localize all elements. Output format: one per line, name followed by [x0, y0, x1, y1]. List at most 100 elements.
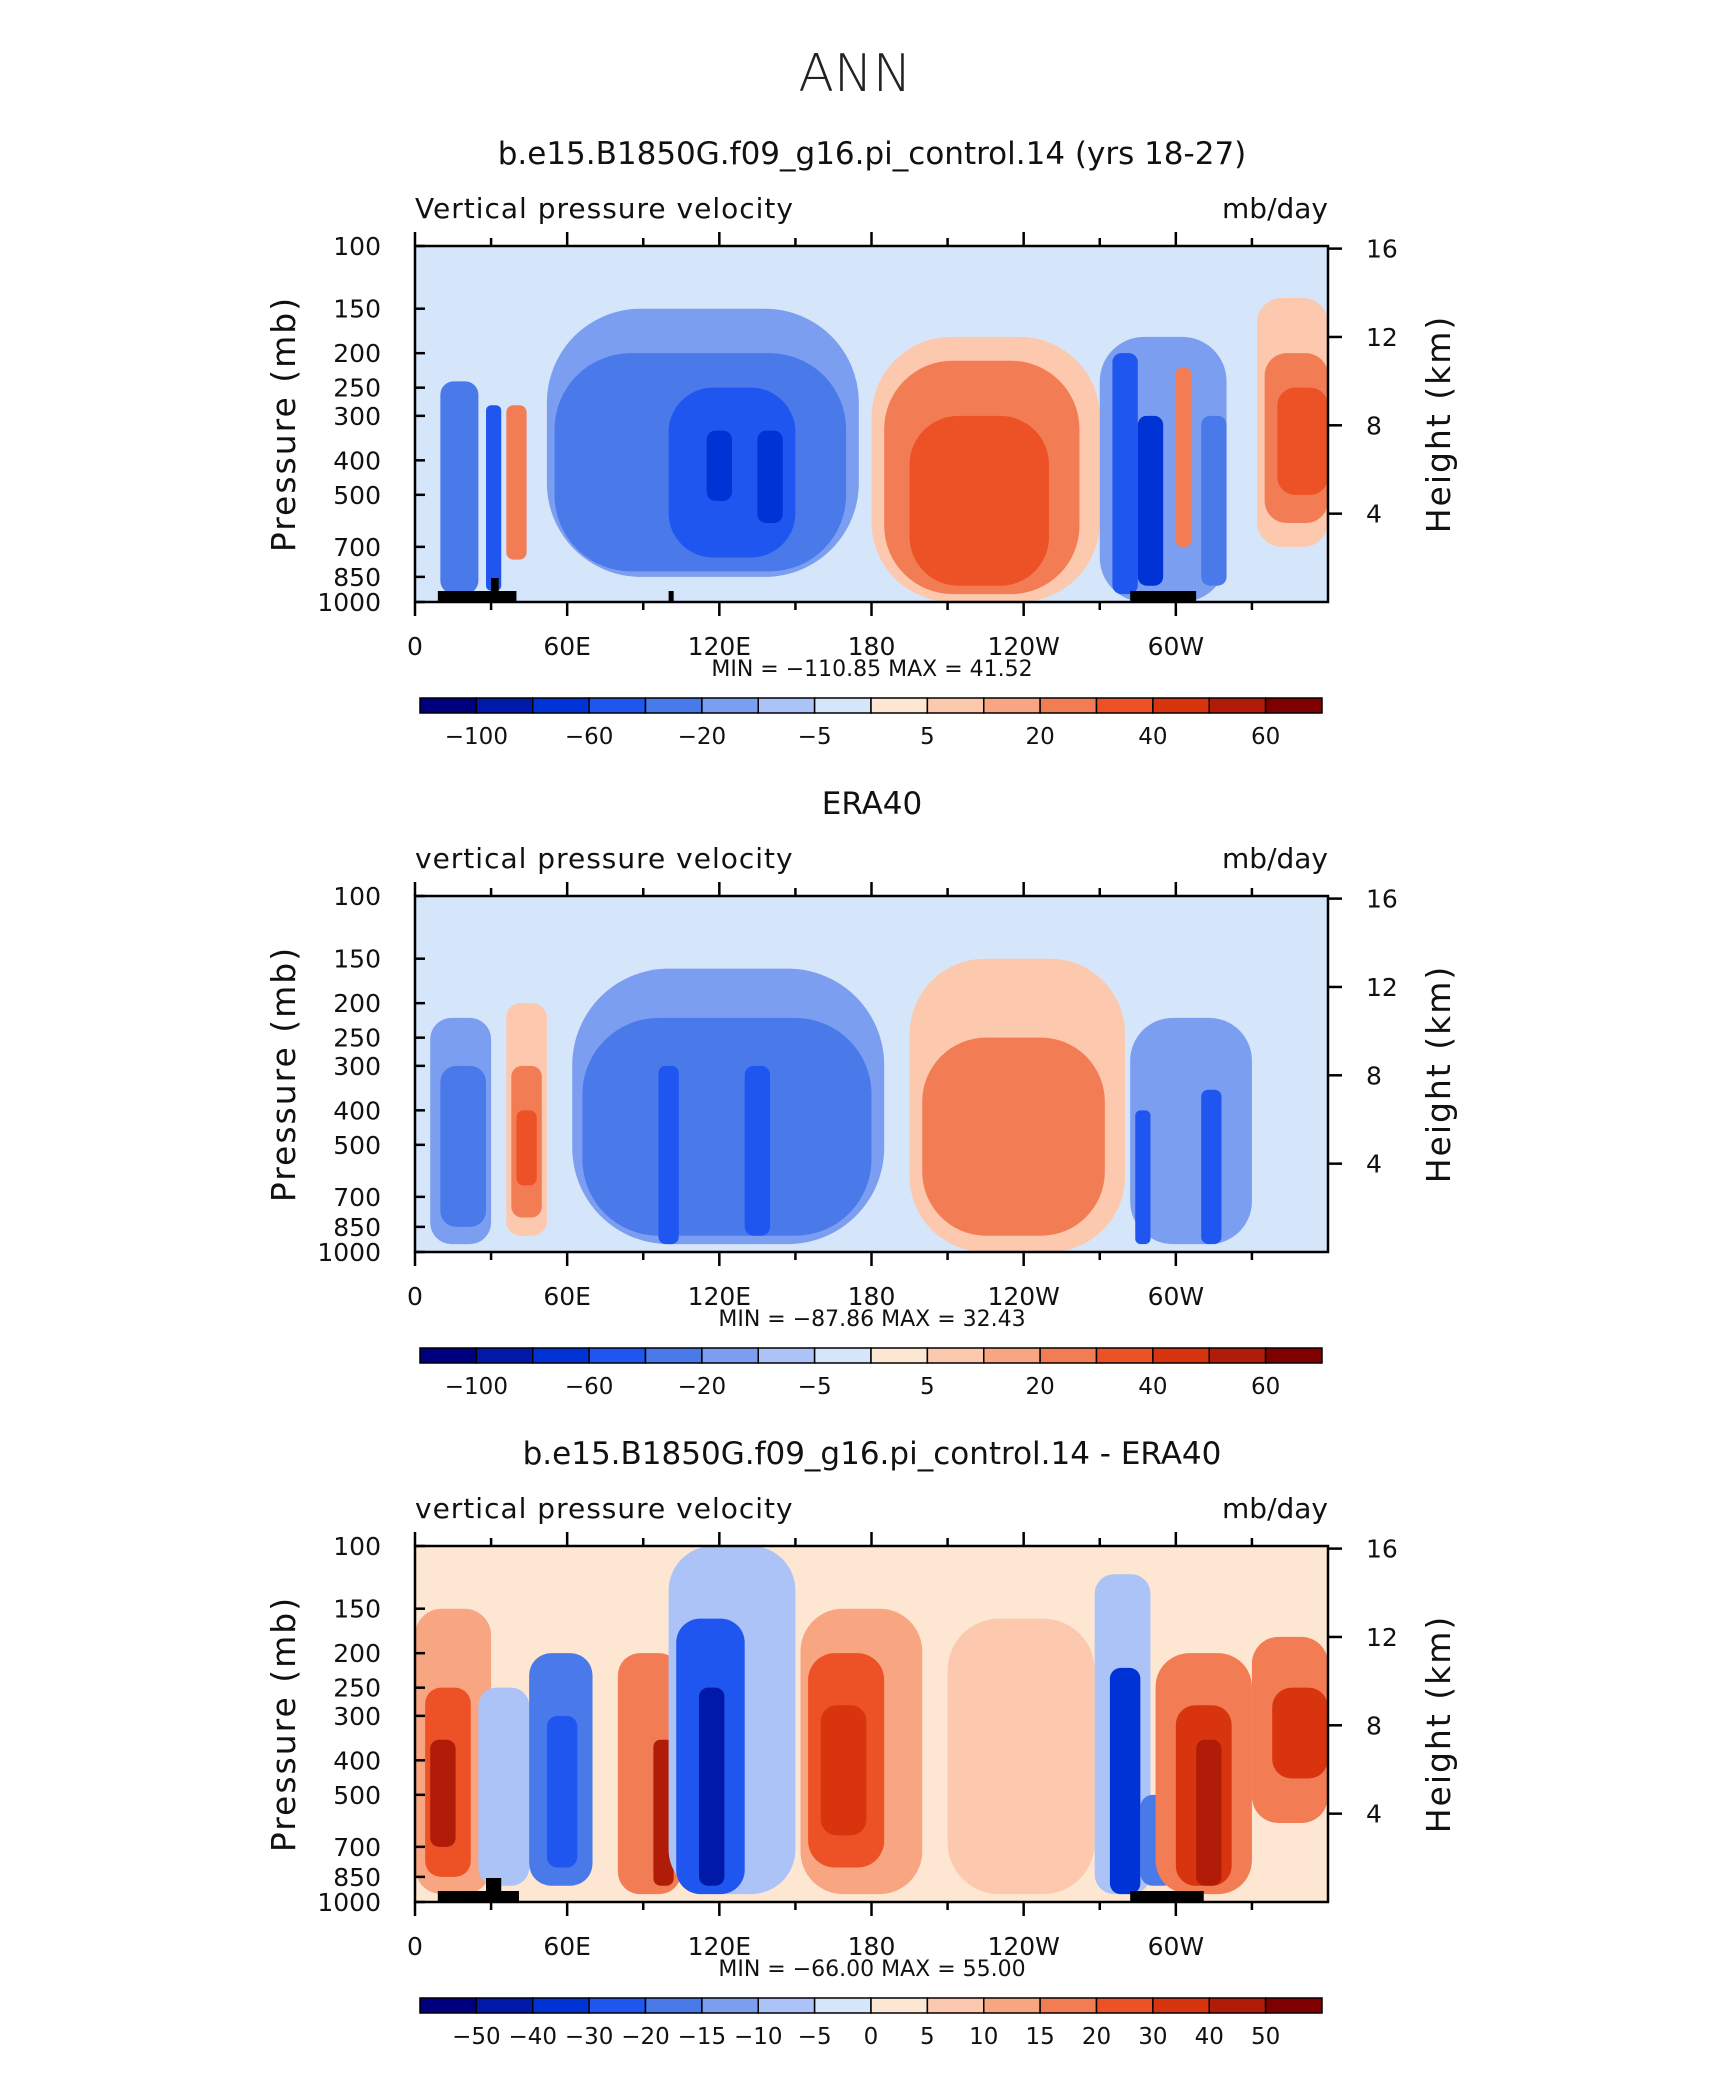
contour-field — [415, 1546, 1328, 1902]
colorbar-swatch — [532, 1347, 590, 1364]
y-tick-label: 700 — [333, 1183, 381, 1212]
colorbar-label: 10 — [969, 2024, 998, 2050]
colorbar-swatch — [757, 697, 816, 714]
y2-tick-label: 8 — [1366, 1061, 1382, 1090]
colorbar-swatch — [588, 697, 647, 714]
y-tick-label: 1000 — [317, 1238, 381, 1267]
colorbar-label: 40 — [1138, 1374, 1167, 1400]
y-tick-label: 150 — [333, 945, 381, 974]
contour-cell — [1112, 353, 1138, 595]
panel-title: b.e15.B1850G.f09_g16.pi_control.14 - ERA… — [523, 1440, 1222, 1472]
colorbar-swatch — [1152, 1347, 1210, 1364]
colorbar-swatch — [475, 1347, 534, 1364]
y-axis-label: Pressure (mb) — [264, 1596, 303, 1852]
colorbar-label: −20 — [678, 1374, 727, 1400]
colorbar-swatch — [1208, 697, 1267, 714]
y2-tick-label: 4 — [1366, 1800, 1382, 1829]
y-tick-label: 250 — [333, 374, 381, 403]
contour-cell — [1272, 1687, 1328, 1779]
y-tick-label: 200 — [333, 989, 381, 1018]
colorbar-label: −15 — [678, 2024, 727, 2050]
colorbar-swatch — [813, 1997, 872, 2014]
y-tick-label: 400 — [333, 446, 381, 475]
chart-svg: ERA40 vertical pressure velocity mb/day 100… — [264, 790, 1458, 1400]
colorbar-label: 0 — [864, 2024, 879, 2050]
x-tick-label: 60W — [1148, 1282, 1205, 1311]
variable-label: vertical pressure velocity — [415, 842, 794, 875]
land-mask — [437, 1891, 519, 1902]
y-tick-label: 700 — [333, 1833, 381, 1862]
colorbar-swatch — [1039, 1997, 1098, 2014]
x-tick-label: 120W — [987, 632, 1059, 661]
colorbar-swatch — [1152, 1997, 1210, 2014]
colorbar-label: −20 — [678, 724, 727, 750]
colorbar-swatch — [757, 1347, 816, 1364]
y-tick-label: 150 — [333, 295, 381, 324]
min-max-stats: MIN = −87.86 MAX = 32.43 — [718, 1307, 1025, 1332]
contour-cell — [516, 1110, 537, 1186]
y2-tick-label: 12 — [1366, 323, 1398, 352]
colorbar-swatch — [870, 1997, 929, 2014]
colorbar-label: 20 — [1082, 2024, 1111, 2050]
colorbar-label: −5 — [798, 2024, 832, 2050]
y-tick-label: 850 — [333, 563, 381, 592]
contour-cell — [1277, 387, 1328, 495]
colorbar-swatch — [926, 1997, 985, 2014]
colorbar-swatch — [701, 1997, 759, 2014]
chart-svg: b.e15.B1850G.f09_g16.pi_control.14 (yrs … — [264, 140, 1458, 750]
units-label: mb/day — [1222, 192, 1328, 225]
units-label: mb/day — [1222, 1492, 1328, 1525]
y2-tick-label: 4 — [1366, 1150, 1382, 1179]
contour-cell — [820, 1705, 867, 1836]
x-tick-label: 60W — [1148, 632, 1205, 661]
contour-cell — [1109, 1667, 1141, 1895]
y-tick-label: 400 — [333, 1096, 381, 1125]
reference-panel: ERA40 vertical pressure velocity mb/day 100… — [0, 790, 1710, 1440]
x-tick-label: 180 — [848, 1932, 896, 1961]
colorbar-swatch — [701, 1347, 759, 1364]
land-mask — [486, 1878, 502, 1902]
contour-cell — [706, 430, 733, 501]
colorbar-swatch — [532, 697, 590, 714]
colorbar-swatch — [757, 1997, 816, 2014]
x-tick-label: 60E — [543, 1282, 591, 1311]
x-tick-label: 120W — [987, 1932, 1059, 1961]
colorbar-swatch — [983, 1347, 1041, 1364]
y-tick-label: 200 — [333, 1639, 381, 1668]
contour-cell — [699, 1687, 725, 1886]
difference-panel: b.e15.B1850G.f09_g16.pi_control.14 - ERA… — [0, 1440, 1710, 2090]
y2-tick-label: 4 — [1366, 500, 1382, 529]
y2-axis-label: Height (km) — [1419, 1615, 1458, 1834]
y2-tick-label: 16 — [1366, 235, 1398, 264]
y-tick-label: 700 — [333, 533, 381, 562]
colorbar-label: 5 — [920, 1374, 935, 1400]
y-tick-label: 500 — [333, 1131, 381, 1160]
colorbar-label: −100 — [445, 1374, 508, 1400]
colorbar-label: 30 — [1138, 2024, 1167, 2050]
contour-cell — [1196, 1739, 1222, 1886]
y-tick-label: 1000 — [317, 588, 381, 617]
colorbar-label: −50 — [452, 2024, 501, 2050]
y-tick-label: 150 — [333, 1595, 381, 1624]
variable-label: Vertical pressure velocity — [415, 192, 794, 225]
y-tick-label: 250 — [333, 1024, 381, 1053]
contour-cell — [486, 405, 502, 591]
x-tick-label: 120E — [688, 632, 752, 661]
colorbar-swatch — [475, 1997, 534, 2014]
panel-title: b.e15.B1850G.f09_g16.pi_control.14 (yrs … — [498, 140, 1247, 172]
colorbar-swatch — [1152, 697, 1210, 714]
model-panel: b.e15.B1850G.f09_g16.pi_control.14 (yrs … — [0, 140, 1710, 790]
colorbar-swatch — [1039, 697, 1098, 714]
colorbar-swatch — [644, 697, 703, 714]
colorbar-label: 20 — [1025, 724, 1054, 750]
y-tick-label: 250 — [333, 1674, 381, 1703]
y-tick-label: 300 — [333, 1702, 381, 1731]
x-tick-label: 120E — [688, 1932, 752, 1961]
colorbar-swatch — [1095, 1347, 1154, 1364]
x-tick-label: 0 — [407, 632, 423, 661]
land-mask — [437, 591, 517, 602]
land-mask — [1130, 591, 1197, 602]
colorbar-swatch — [870, 697, 929, 714]
colorbar-swatch — [475, 697, 534, 714]
min-max-stats: MIN = −66.00 MAX = 55.00 — [718, 1957, 1025, 1982]
